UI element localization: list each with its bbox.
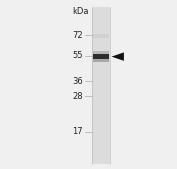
- Text: kDa: kDa: [72, 7, 88, 16]
- Bar: [92, 7, 110, 164]
- Polygon shape: [112, 52, 124, 61]
- Text: 72: 72: [73, 31, 83, 40]
- Text: 17: 17: [73, 127, 83, 136]
- Bar: [93, 34, 109, 38]
- Bar: [93, 54, 109, 59]
- Text: 36: 36: [72, 77, 83, 86]
- Text: 28: 28: [73, 92, 83, 101]
- Bar: [93, 59, 109, 62]
- Text: 55: 55: [73, 51, 83, 60]
- Bar: [93, 51, 109, 62]
